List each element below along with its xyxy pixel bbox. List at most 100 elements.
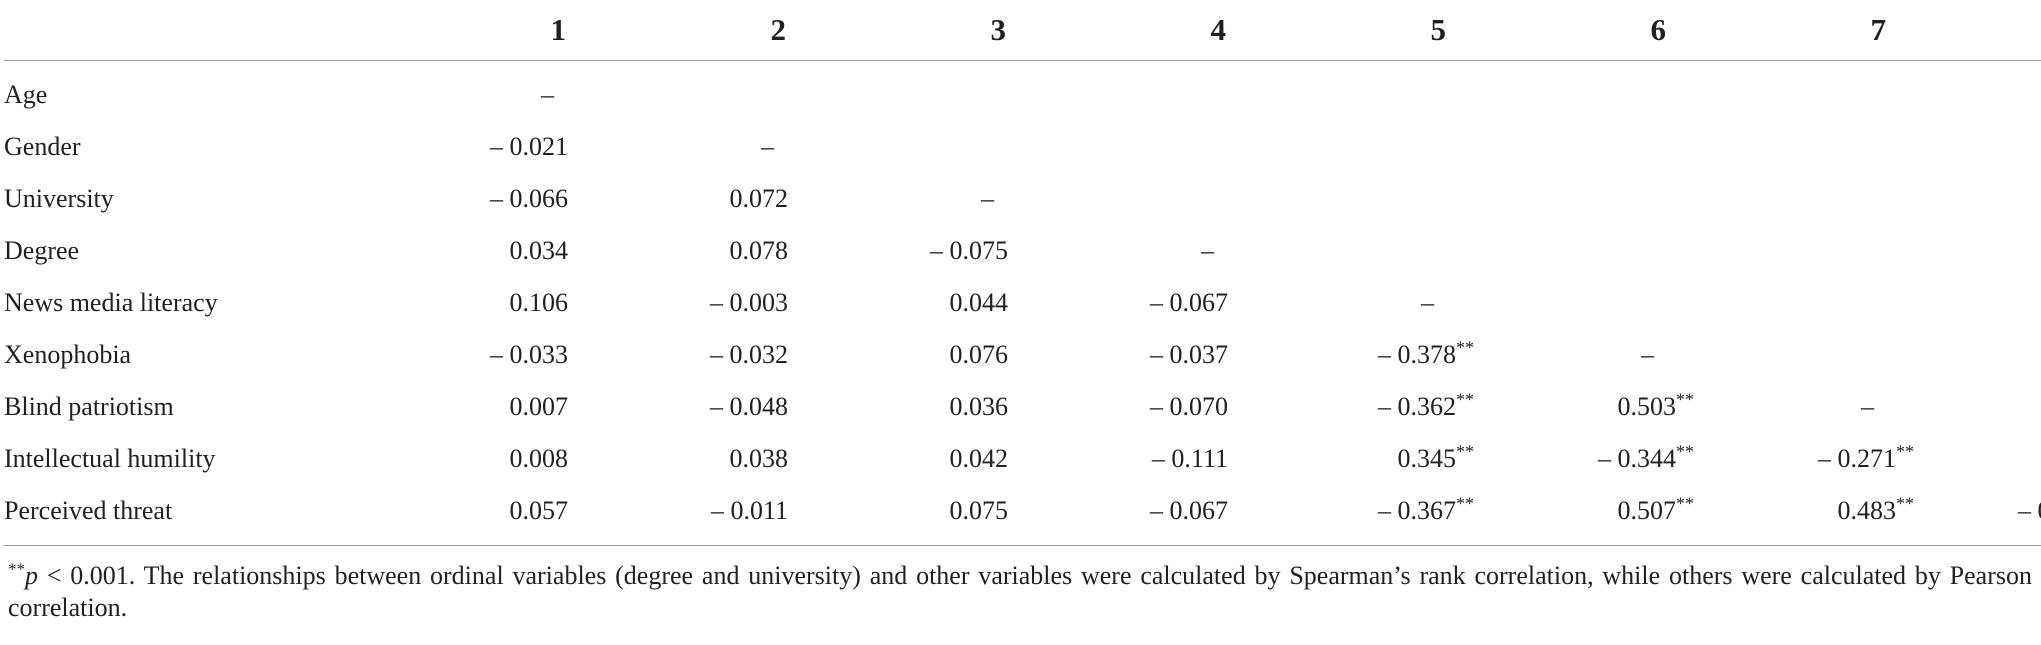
correlation-value: – 0.378 <box>1378 340 1456 369</box>
empty-cell <box>1474 277 1694 329</box>
empty-cell <box>814 121 1034 173</box>
diagonal-dash-cell: – <box>761 132 774 161</box>
correlation-value: – 0.271 <box>1818 444 1896 473</box>
correlation-value: 0.345 <box>1397 444 1457 473</box>
correlation-cell: – 0.066 <box>490 184 568 213</box>
diagonal-dash-cell: – <box>1421 288 1434 317</box>
table-row: Gender – 0.021 – <box>4 121 2041 173</box>
column-header-6: 6 <box>1650 12 1667 47</box>
correlation-cell: 0.078 <box>729 236 789 265</box>
correlation-cell: 0.503** <box>1474 381 1695 433</box>
empty-cell <box>1034 121 1254 173</box>
empty-cell <box>1914 329 2041 381</box>
correlation-value: 0.483 <box>1837 496 1897 525</box>
correlation-cell: – 0.067 <box>1150 288 1228 317</box>
significance-marker: ** <box>1456 337 1474 358</box>
empty-cell <box>1034 173 1254 225</box>
footnote-p-symbol: p <box>25 561 38 590</box>
correlation-cell: 0.008 <box>509 444 569 473</box>
significance-marker: ** <box>1676 389 1694 410</box>
row-label: News media literacy <box>4 288 218 317</box>
correlation-cell: 0.106 <box>509 288 569 317</box>
correlation-cell: – 0.011 <box>710 496 788 525</box>
empty-cell <box>1694 329 1914 381</box>
empty-cell <box>1694 173 1914 225</box>
empty-cell <box>1474 121 1694 173</box>
empty-cell <box>1474 225 1694 277</box>
empty-cell <box>814 61 1034 122</box>
diagonal-dash-cell: – <box>1861 392 1874 421</box>
empty-cell <box>1254 225 1474 277</box>
empty-cell <box>1694 225 1914 277</box>
correlation-cell: 0.075 <box>949 496 1009 525</box>
column-header-4: 4 <box>1210 12 1227 47</box>
empty-cell <box>1254 121 1474 173</box>
empty-cell <box>1254 173 1474 225</box>
correlation-cell: – 0.033 <box>490 340 568 369</box>
empty-cell <box>1914 225 2041 277</box>
correlation-cell: – 0.048 <box>710 392 788 421</box>
correlation-cell: 0.038 <box>729 444 789 473</box>
correlation-cell: – 0.362** <box>1254 381 1474 433</box>
correlation-cell: 0.036 <box>949 392 1009 421</box>
empty-cell <box>594 61 814 122</box>
correlation-cell: – 0.021 <box>490 132 568 161</box>
significance-marker: ** <box>1676 441 1694 462</box>
table-row: Degree 0.034 0.078 – 0.075 – <box>4 225 2041 277</box>
empty-cell <box>1474 61 1694 122</box>
empty-cell <box>1914 381 2041 433</box>
correlation-value: 0.503 <box>1617 392 1677 421</box>
correlation-table: 1 2 3 4 5 6 78 Age – Gender – 0.021 – University – 0… <box>4 0 2041 546</box>
table-footnote: **p < 0.001. The relationships between o… <box>4 546 2036 624</box>
column-header-3: 3 <box>990 12 1007 47</box>
empty-cell <box>1254 61 1474 122</box>
diagonal-dash-cell: – <box>541 80 554 109</box>
empty-cell <box>1694 277 1914 329</box>
correlation-value: – 0.344 <box>1598 444 1676 473</box>
correlation-cell: – 0.037 <box>1150 340 1228 369</box>
correlation-value: – 0.367 <box>1378 496 1456 525</box>
correlation-cell: – 0.070 <box>1150 392 1228 421</box>
significance-marker: ** <box>1456 441 1474 462</box>
significance-marker: ** <box>1456 493 1474 514</box>
correlation-table-container: 12345678 Age–Gender– 0.021–University– 0… <box>4 12 2041 624</box>
row-label: Degree <box>4 236 80 265</box>
header-row: 1 2 3 4 5 6 78 <box>4 0 2041 61</box>
correlation-cell: 0.042 <box>949 444 1009 473</box>
significance-marker: ** <box>1896 493 1914 514</box>
empty-cell <box>1694 121 1914 173</box>
empty-cell <box>1474 173 1694 225</box>
table-row: Age – <box>4 61 2041 122</box>
column-header-5: 5 <box>1430 12 1447 47</box>
diagonal-dash-cell: – <box>1914 433 2041 485</box>
table-row: Intellectual humility 0.008 0.038 0.042 – 0.… <box>4 433 2041 485</box>
table-row: Blind patriotism 0.007 – 0.048 0.036 – 0.070… <box>4 381 2041 433</box>
correlation-cell: 0.007 <box>509 392 569 421</box>
empty-cell <box>1034 61 1254 122</box>
correlation-cell: – 0.378** <box>1254 329 1474 381</box>
row-label: Perceived threat <box>4 496 173 525</box>
correlation-cell: – 0.367** <box>1254 485 1474 546</box>
empty-cell <box>1914 277 2041 329</box>
table-row: News media literacy 0.106 – 0.003 0.044 – 0.… <box>4 277 2041 329</box>
column-header-2: 2 <box>770 12 787 47</box>
column-header-8: 8 <box>1914 0 2041 61</box>
diagonal-dash-cell: – <box>1641 340 1654 369</box>
column-header-7: 7 <box>1870 12 1887 47</box>
empty-cell <box>1914 173 2041 225</box>
diagonal-dash-cell: – <box>981 184 994 213</box>
correlation-cell: 0.044 <box>949 288 1009 317</box>
row-label: Age <box>4 80 48 109</box>
row-label: Blind patriotism <box>4 392 174 421</box>
correlation-cell: 0.076 <box>949 340 1009 369</box>
column-header-1: 1 <box>550 12 567 47</box>
correlation-cell: 0.034 <box>509 236 569 265</box>
correlation-cell: – 0.111 <box>1151 444 1228 473</box>
row-label: Xenophobia <box>4 340 132 369</box>
correlation-cell: – 0.032 <box>710 340 788 369</box>
row-label: Intellectual humility <box>4 444 216 473</box>
significance-marker: ** <box>1896 441 1914 462</box>
footnote-text: < 0.001. The relationships between ordin… <box>8 561 2032 622</box>
table-row: Perceived threat 0.057 – 0.011 0.075 – 0.067… <box>4 485 2041 546</box>
correlation-cell: – 0.003 <box>710 288 788 317</box>
